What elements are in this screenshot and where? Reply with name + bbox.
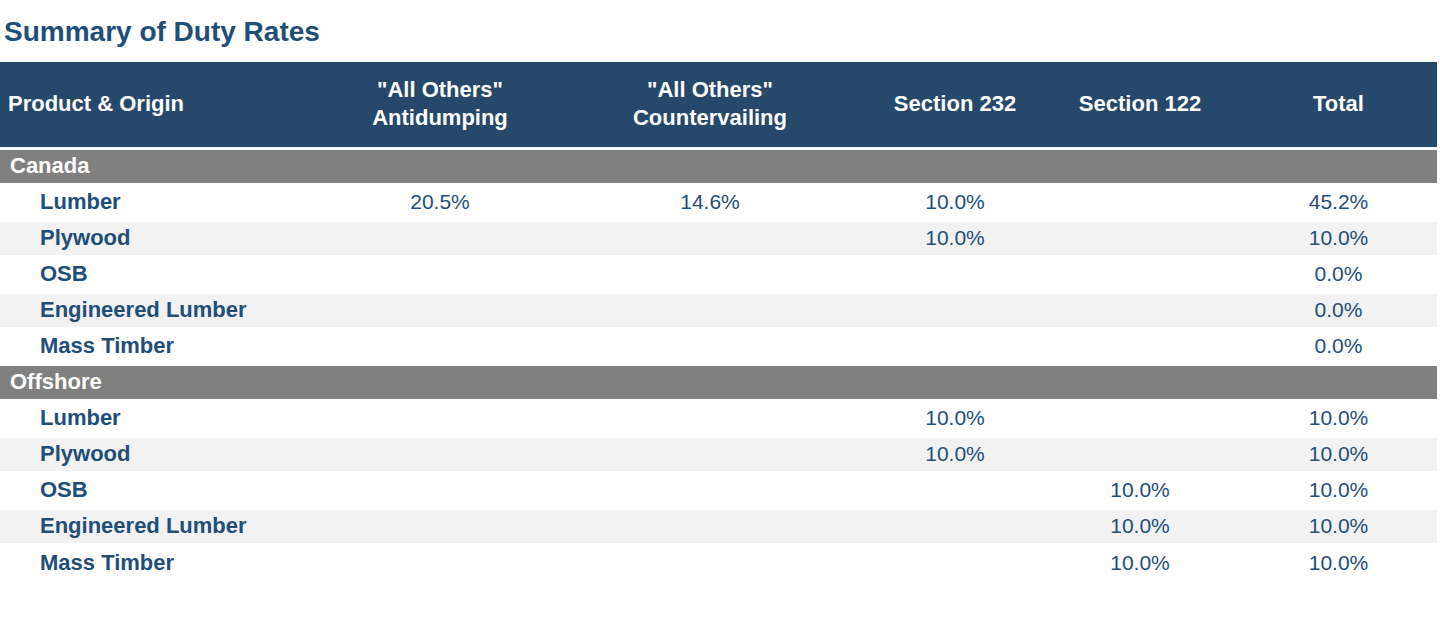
page-title: Summary of Duty Rates xyxy=(0,0,1440,62)
col-header-antidumping: "All Others" Antidumping xyxy=(330,62,550,148)
duty-value-countervailing xyxy=(550,220,870,256)
duty-value-section122: 10.0% xyxy=(1040,544,1240,580)
table-row: Engineered Lumber 10.0%10.0% xyxy=(0,508,1437,544)
duty-value-section232 xyxy=(870,508,1040,544)
table-row: Mass Timber 10.0%10.0% xyxy=(0,544,1437,580)
duty-value-section232: 10.0% xyxy=(870,220,1040,256)
table-row: Lumber20.5%14.6%10.0% 45.2% xyxy=(0,184,1437,220)
product-name: Plywood xyxy=(0,436,330,472)
duty-value-section122: 10.0% xyxy=(1040,472,1240,508)
col-header-product-origin: Product & Origin xyxy=(0,62,330,148)
col-header-section-232: Section 232 xyxy=(870,62,1040,148)
section-row-canada: Canada xyxy=(0,148,1437,184)
product-name: Engineered Lumber xyxy=(0,292,330,328)
col-header-antidumping-line1: "All Others" xyxy=(330,76,550,104)
header-row: Product & Origin "All Others" Antidumpin… xyxy=(0,62,1437,148)
duty-value-antidumping xyxy=(330,400,550,436)
duty-value-countervailing: 14.6% xyxy=(550,184,870,220)
section-label: Canada xyxy=(0,148,1437,184)
product-name: Plywood xyxy=(0,220,330,256)
duty-value-antidumping xyxy=(330,508,550,544)
duty-value-section232 xyxy=(870,256,1040,292)
duty-value-antidumping xyxy=(330,292,550,328)
product-name: OSB xyxy=(0,472,330,508)
duty-value-section232 xyxy=(870,292,1040,328)
duty-value-section122 xyxy=(1040,184,1240,220)
product-name: Lumber xyxy=(0,400,330,436)
product-name: Engineered Lumber xyxy=(0,508,330,544)
duty-value-countervailing xyxy=(550,472,870,508)
section-label: Offshore xyxy=(0,364,1437,400)
product-name: Mass Timber xyxy=(0,544,330,580)
duty-value-total: 10.0% xyxy=(1240,544,1437,580)
duty-value-section232: 10.0% xyxy=(870,184,1040,220)
duty-value-section122 xyxy=(1040,436,1240,472)
duty-value-total: 10.0% xyxy=(1240,220,1437,256)
duty-value-total: 10.0% xyxy=(1240,472,1437,508)
duty-value-total: 0.0% xyxy=(1240,292,1437,328)
table-row: Lumber 10.0% 10.0% xyxy=(0,400,1437,436)
duty-value-total: 10.0% xyxy=(1240,436,1437,472)
col-header-antidumping-line2: Antidumping xyxy=(330,104,550,132)
duty-value-antidumping xyxy=(330,220,550,256)
table-row: Plywood 10.0% 10.0% xyxy=(0,436,1437,472)
col-header-countervailing: "All Others" Countervailing xyxy=(550,62,870,148)
duty-value-section122 xyxy=(1040,220,1240,256)
duty-value-section122 xyxy=(1040,292,1240,328)
duty-rates-table: Product & Origin "All Others" Antidumpin… xyxy=(0,62,1437,580)
product-name: OSB xyxy=(0,256,330,292)
product-name: Mass Timber xyxy=(0,328,330,364)
duty-value-countervailing xyxy=(550,256,870,292)
duty-value-section232 xyxy=(870,544,1040,580)
duty-value-antidumping xyxy=(330,436,550,472)
table-row: Mass Timber 0.0% xyxy=(0,328,1437,364)
duty-value-total: 10.0% xyxy=(1240,508,1437,544)
duty-value-countervailing xyxy=(550,508,870,544)
duty-value-antidumping xyxy=(330,472,550,508)
table-row: OSB 10.0%10.0% xyxy=(0,472,1437,508)
duty-value-total: 10.0% xyxy=(1240,400,1437,436)
duty-value-total: 0.0% xyxy=(1240,328,1437,364)
duty-value-antidumping xyxy=(330,544,550,580)
duty-value-total: 45.2% xyxy=(1240,184,1437,220)
col-header-countervailing-line2: Countervailing xyxy=(550,104,870,132)
duty-value-countervailing xyxy=(550,328,870,364)
section-row-offshore: Offshore xyxy=(0,364,1437,400)
product-name: Lumber xyxy=(0,184,330,220)
duty-value-section232: 10.0% xyxy=(870,400,1040,436)
duty-value-section122 xyxy=(1040,256,1240,292)
duty-value-antidumping: 20.5% xyxy=(330,184,550,220)
duty-value-countervailing xyxy=(550,544,870,580)
page: Summary of Duty Rates Product & Origin "… xyxy=(0,0,1440,620)
col-header-section-122: Section 122 xyxy=(1040,62,1240,148)
table-row: Plywood 10.0% 10.0% xyxy=(0,220,1437,256)
duty-value-countervailing xyxy=(550,292,870,328)
duty-value-section122 xyxy=(1040,328,1240,364)
col-header-countervailing-line1: "All Others" xyxy=(550,76,870,104)
table-row: OSB 0.0% xyxy=(0,256,1437,292)
duty-value-countervailing xyxy=(550,400,870,436)
duty-value-section232 xyxy=(870,328,1040,364)
duty-value-section122 xyxy=(1040,400,1240,436)
duty-value-section232: 10.0% xyxy=(870,436,1040,472)
table-row: Engineered Lumber 0.0% xyxy=(0,292,1437,328)
duty-value-section122: 10.0% xyxy=(1040,508,1240,544)
duty-value-section232 xyxy=(870,472,1040,508)
col-header-total: Total xyxy=(1240,62,1437,148)
duty-value-antidumping xyxy=(330,256,550,292)
duty-value-countervailing xyxy=(550,436,870,472)
duty-value-total: 0.0% xyxy=(1240,256,1437,292)
duty-value-antidumping xyxy=(330,328,550,364)
